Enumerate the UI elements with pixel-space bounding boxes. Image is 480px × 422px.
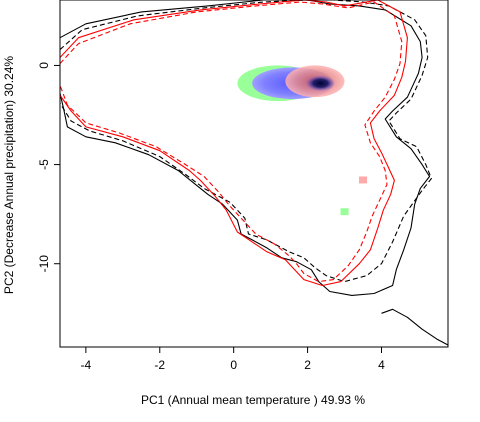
density-region-dark-core [305, 75, 336, 92]
y-axis-title: PC2 (Decrease Annual precipitation) 30.2… [2, 56, 16, 294]
y-axis: 0 -5 -10 [37, 62, 60, 273]
x-tick-label: -4 [81, 358, 92, 372]
density-layer [237, 65, 368, 216]
contour-line-black-solid-fragment [381, 308, 448, 346]
x-axis-title: PC1 (Annual mean temperature ) 49.93 % [141, 393, 365, 407]
density-cell-red [359, 176, 368, 184]
y-tick-label: -10 [37, 255, 51, 273]
x-tick-label: 0 [230, 358, 237, 372]
contour-lines [60, 0, 448, 346]
x-tick-label: -2 [154, 358, 165, 372]
plot-frame [59, 0, 449, 348]
density-cell-green [340, 208, 349, 216]
contour-line-red-solid [60, 0, 408, 287]
y-tick-label: 0 [37, 62, 51, 69]
contour-line-red-dashed [60, 1, 403, 283]
x-tick-label: 2 [304, 358, 311, 372]
plot-area [60, 0, 448, 346]
contour-line-black-solid [60, 0, 431, 296]
x-axis: -4 -2 0 2 4 [81, 347, 385, 372]
x-tick-label: 4 [378, 358, 385, 372]
y-tick-label: -5 [37, 159, 51, 170]
